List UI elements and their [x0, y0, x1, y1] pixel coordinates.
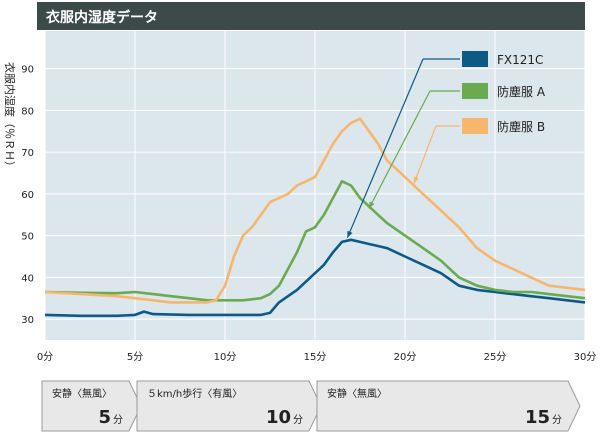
legend-swatch	[462, 118, 488, 134]
legend-arrow	[413, 125, 437, 184]
y-tick-label: 90	[21, 65, 34, 76]
phase-unit: 分	[552, 414, 562, 426]
y-tick-label: 80	[21, 106, 34, 117]
x-tick-label: 25分	[484, 351, 507, 363]
chart-title: 衣服内湿度データ	[46, 9, 158, 26]
phase-duration: 15	[525, 407, 550, 428]
series-line	[44, 117, 586, 304]
legend-label: 防塵服 A	[497, 84, 546, 99]
legend-arrow	[346, 58, 424, 238]
x-tick-label: 20分	[394, 351, 417, 363]
header-bar	[37, 2, 585, 30]
x-tick-label: 15分	[304, 351, 327, 363]
phase-box	[136, 380, 322, 432]
legend: FX121C 防塵服 A 防塵服 B	[346, 51, 546, 238]
y-tick-labels: 30 40 50 60 70 80 90	[21, 65, 34, 327]
y-tick-label: 50	[21, 232, 34, 243]
legend-arrowhead	[413, 176, 419, 184]
legend-arrowhead	[347, 230, 353, 238]
series-lines	[44, 117, 586, 318]
x-tick-label: 0分	[37, 351, 53, 363]
x-tick-label: 5分	[127, 351, 143, 363]
x-tick-labels: 0分 5分 10分 15分 20分 25分 30分	[37, 351, 597, 363]
y-tick-label: 70	[21, 148, 34, 159]
legend-arrow	[368, 90, 431, 209]
phase-label: 安静〈無風〉	[52, 387, 112, 400]
legend-label: 防塵服 B	[497, 119, 545, 134]
y-tick-label: 60	[21, 190, 34, 201]
phase-duration: 5	[98, 407, 111, 428]
legend-swatch	[462, 51, 488, 67]
grid-lines	[44, 31, 586, 340]
y-axis-label: 衣服内湿度（％ＲＨ）	[3, 62, 17, 172]
series-line	[44, 238, 586, 318]
y-tick-label: 30	[21, 315, 34, 326]
phase-label: ５km/h歩行〈有風〉	[147, 387, 242, 400]
x-tick-label: 30分	[574, 351, 597, 363]
legend-swatch	[462, 83, 488, 99]
x-tick-label: 10分	[214, 351, 237, 363]
series-line	[44, 180, 586, 302]
y-tick-label: 40	[21, 273, 34, 284]
phase-label: 安静〈無風〉	[327, 387, 387, 400]
phase-box	[316, 380, 581, 432]
phase-unit: 分	[293, 414, 303, 426]
legend-label: FX121C	[497, 53, 543, 67]
phase-box	[41, 380, 142, 432]
phase-unit: 分	[113, 414, 123, 426]
legend-arrowhead	[369, 201, 375, 209]
phase-duration: 10	[266, 407, 291, 428]
